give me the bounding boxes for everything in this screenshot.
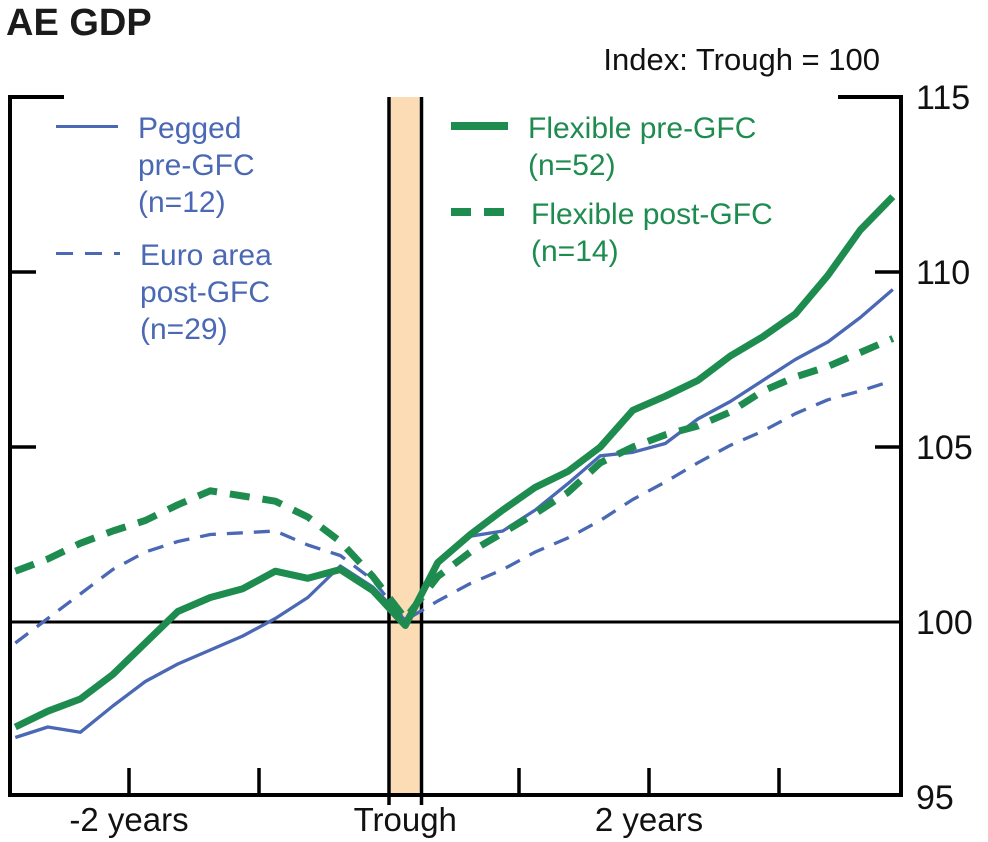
legend-item-pegged-pre-gfc: Pegged pre-GFC (n=12) — [56, 110, 255, 221]
series-line-euro-area-post-gfc — [14, 378, 894, 645]
y-axis-label: 100 — [916, 604, 973, 642]
legend-label-flexible-pre-gfc: Flexible pre-GFC (n=52) — [528, 112, 757, 182]
y-axis-label: 115 — [916, 79, 970, 117]
series-line-pegged-pre-gfc — [14, 288, 894, 740]
legend-item-euro-area-post-gfc: Euro area post-GFC (n=29) — [56, 237, 272, 348]
legend-item-flexible-post-gfc: Flexible post-GFC (n=14) — [451, 196, 773, 270]
legend-line-dashed-green-icon — [451, 208, 511, 216]
legend-label-euro-area-post-gfc: Euro area post-GFC (n=29) — [140, 239, 272, 346]
y-axis-label: 110 — [916, 254, 970, 292]
legend-item-flexible-pre-gfc: Flexible pre-GFC (n=52) — [451, 110, 756, 184]
series-line-flexible-post-gfc — [14, 335, 895, 622]
legend-line-solid-blue-icon — [56, 125, 118, 128]
legend-line-solid-green-icon — [451, 122, 508, 130]
trough-band — [391, 97, 420, 795]
chart-title: AE GDP — [6, 2, 152, 44]
x-axis-label: Trough — [354, 801, 457, 838]
y-axis-label: 105 — [916, 429, 973, 467]
legend-label-pegged-pre-gfc: Pegged pre-GFC (n=12) — [138, 112, 255, 219]
x-axis-label: 2 years — [595, 801, 703, 838]
plot-underlay: Trough 2 years -2 years 115 110 105 100 95 — [8, 79, 973, 838]
x-axis-label: -2 years — [69, 801, 188, 838]
index-note: Index: Trough = 100 — [603, 42, 880, 77]
series-line-flexible-pre-gfc — [13, 194, 896, 731]
axis-frame — [8, 95, 903, 797]
legend-label-flexible-post-gfc: Flexible post-GFC (n=14) — [531, 198, 773, 268]
legend-line-dashed-blue-icon — [56, 252, 120, 255]
series-layer — [13, 194, 896, 740]
y-axis-label: 95 — [916, 779, 954, 817]
